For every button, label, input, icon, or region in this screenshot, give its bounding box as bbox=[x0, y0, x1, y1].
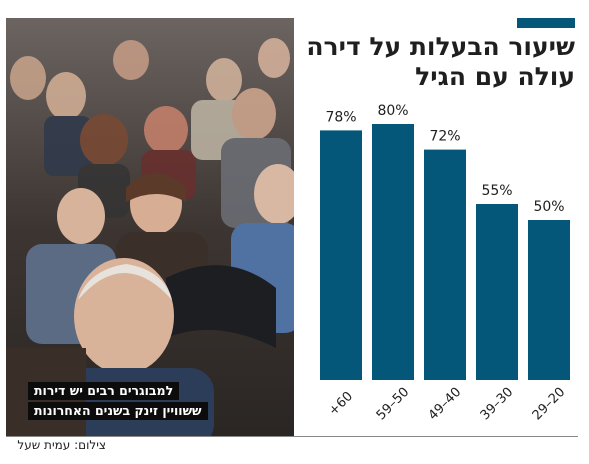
bar-4 bbox=[476, 204, 518, 380]
chart-title: שיעור הבעלות על דירה עולה עם הגיל bbox=[306, 32, 575, 92]
photo-caption-line-2: ששוויין זינק בשנים האחרונות bbox=[28, 402, 208, 420]
photo-caption: למבוגרים רבים יש דירות ששוויין זינק בשני… bbox=[28, 382, 278, 420]
bar-value-label-5: 50% bbox=[533, 199, 564, 215]
photo-credit: צילום: עמית שעל bbox=[17, 438, 106, 452]
bottom-divider bbox=[6, 436, 578, 437]
bar-value-label-1: 78% bbox=[325, 109, 356, 125]
bar-5 bbox=[528, 220, 570, 380]
category-label-4: 39–30 bbox=[478, 385, 517, 424]
audience-photo: למבוגרים רבים יש דירות ששוויין זינק בשני… bbox=[6, 18, 294, 436]
bar-chart: 78% +60 80% 59–50 72% 49–40 55% 39–30 50% 29–20 bbox=[320, 103, 570, 424]
bar-2 bbox=[372, 124, 414, 380]
category-label-2: 59–50 bbox=[374, 385, 413, 424]
audience-photo-illustration bbox=[6, 18, 294, 436]
bar-value-label-4: 55% bbox=[481, 183, 512, 199]
bar-value-label-3: 72% bbox=[429, 129, 460, 145]
bar-3 bbox=[424, 149, 466, 380]
category-label-1: +60 bbox=[326, 389, 356, 419]
category-label-3: 49–40 bbox=[426, 385, 465, 424]
title-accent-bar bbox=[517, 18, 575, 28]
photo-caption-line-1: למבוגרים רבים יש דירות bbox=[28, 382, 180, 400]
bar-1 bbox=[320, 130, 362, 380]
chart-title-line-1: שיעור הבעלות על דירה bbox=[306, 32, 575, 61]
category-label-5: 29–20 bbox=[530, 385, 569, 424]
chart-title-line-2: עולה עם הגיל bbox=[415, 62, 575, 91]
bar-value-label-2: 80% bbox=[377, 103, 408, 119]
